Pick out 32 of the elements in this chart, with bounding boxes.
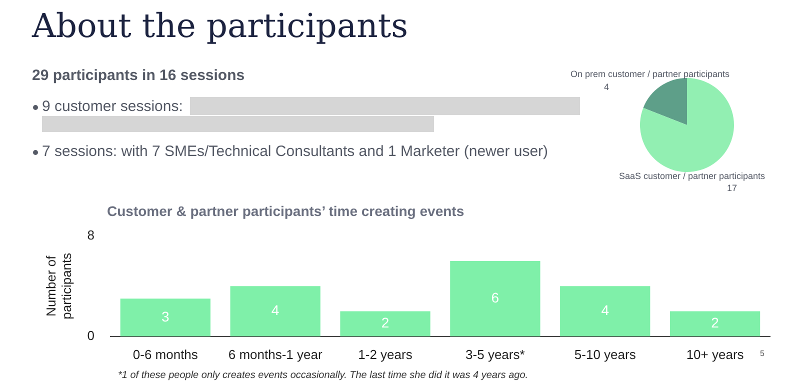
x-tick-label: 6 months-1 year bbox=[228, 346, 323, 362]
bar bbox=[120, 298, 210, 336]
bar bbox=[230, 286, 320, 336]
text: About the participants bbox=[32, 6, 408, 45]
x-tick-label: 5-10 years bbox=[574, 346, 636, 362]
slice-label: On prem customer / partner participants bbox=[570, 69, 730, 79]
bar bbox=[340, 311, 430, 336]
bar bbox=[450, 260, 540, 336]
y-axis-title: Number of participants bbox=[43, 252, 74, 320]
bar bbox=[670, 311, 760, 336]
text: 7 sessions: with 7 SMEs/Technical Consultants and 1 Marketer (newer user) bbox=[42, 142, 550, 162]
text: *1 of these people only creates events occasionally. The last time she did it was 4 years ago. bbox=[118, 370, 528, 381]
data-label: 4 bbox=[601, 302, 610, 318]
x-tick-label: 3-5 years* bbox=[466, 346, 525, 362]
y-tick-label: 0 bbox=[87, 328, 94, 343]
bar bbox=[560, 286, 650, 336]
data-label: 2 bbox=[381, 314, 390, 331]
y-tick-label: 8 bbox=[87, 227, 94, 242]
slice-label: SaaS customer / partner participants bbox=[618, 171, 766, 181]
x-tick-label: 1-2 years bbox=[358, 346, 413, 362]
text: 29 participants in 16 sessions bbox=[32, 67, 245, 84]
x-tick-label: 10+ years bbox=[686, 346, 744, 362]
data-label: 4 bbox=[604, 82, 610, 92]
data-label: 4 bbox=[271, 302, 280, 318]
chart-title: Customer & partner participants’ time creating events bbox=[107, 203, 464, 219]
text: 5 bbox=[760, 349, 764, 358]
data-label: 2 bbox=[711, 314, 720, 331]
x-tick-label: 0-6 months bbox=[132, 346, 198, 362]
data-label: 3 bbox=[161, 308, 170, 324]
data-label: 17 bbox=[726, 183, 738, 193]
text: 9 customer sessions: bbox=[42, 97, 184, 117]
data-label: 6 bbox=[491, 290, 500, 306]
